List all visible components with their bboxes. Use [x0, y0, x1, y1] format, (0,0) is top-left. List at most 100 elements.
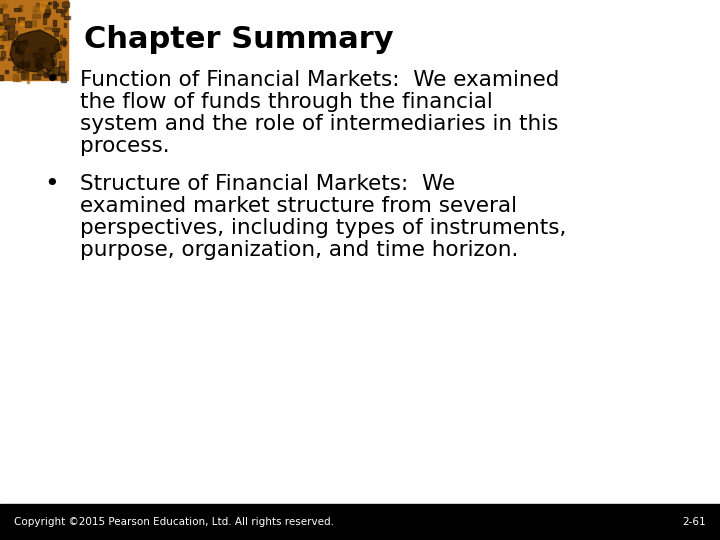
Text: Copyright ©2015 Pearson Education, Ltd. All rights reserved.: Copyright ©2015 Pearson Education, Ltd. …: [14, 517, 334, 527]
Bar: [32, 19, 36, 26]
Bar: [40, 3, 48, 10]
Bar: [19, 17, 24, 22]
Bar: [14, 8, 20, 11]
Bar: [54, 43, 61, 50]
Text: •: •: [45, 68, 59, 92]
Bar: [22, 49, 29, 53]
Bar: [0, 0, 68, 80]
Bar: [1, 5, 5, 9]
Bar: [55, 31, 58, 36]
Bar: [53, 1, 55, 9]
Bar: [40, 55, 45, 63]
Bar: [17, 62, 22, 68]
Bar: [58, 73, 65, 75]
Bar: [0, 26, 3, 33]
Text: Function of Financial Markets:  We examined: Function of Financial Markets: We examin…: [80, 70, 559, 90]
Bar: [63, 6, 67, 10]
Bar: [62, 2, 69, 7]
Text: •: •: [45, 172, 59, 196]
Bar: [33, 53, 40, 56]
Bar: [14, 75, 18, 81]
Bar: [0, 75, 3, 80]
Text: purpose, organization, and time horizon.: purpose, organization, and time horizon.: [80, 240, 518, 260]
Bar: [53, 28, 59, 31]
Bar: [0, 0, 4, 4]
Bar: [14, 66, 19, 70]
Bar: [5, 26, 9, 29]
Bar: [25, 22, 30, 26]
Bar: [22, 60, 30, 67]
Bar: [35, 57, 39, 64]
Bar: [53, 19, 55, 25]
Bar: [33, 55, 40, 57]
Bar: [27, 77, 30, 83]
Bar: [63, 10, 65, 14]
Bar: [7, 58, 12, 60]
Bar: [32, 72, 36, 77]
Bar: [7, 20, 14, 27]
Bar: [0, 57, 4, 59]
Bar: [39, 48, 43, 56]
Bar: [21, 53, 24, 58]
Bar: [18, 40, 24, 45]
Bar: [64, 23, 66, 28]
Bar: [33, 6, 40, 11]
Bar: [12, 49, 18, 56]
Text: system and the role of intermediaries in this: system and the role of intermediaries in…: [80, 114, 559, 134]
Bar: [0, 504, 720, 540]
Bar: [60, 35, 62, 42]
Bar: [59, 66, 64, 72]
Bar: [12, 40, 14, 44]
Bar: [53, 67, 58, 75]
Bar: [8, 32, 13, 39]
Bar: [45, 9, 50, 14]
Bar: [32, 10, 36, 16]
Bar: [32, 75, 40, 79]
Bar: [37, 51, 39, 57]
Bar: [0, 22, 6, 29]
Bar: [55, 3, 58, 6]
Bar: [0, 24, 2, 28]
Bar: [60, 41, 66, 44]
Bar: [14, 42, 18, 46]
Text: Chapter Summary: Chapter Summary: [84, 25, 394, 55]
Bar: [15, 48, 19, 53]
Bar: [36, 62, 42, 69]
Bar: [64, 1, 68, 6]
Bar: [9, 27, 15, 31]
Bar: [21, 71, 24, 79]
Bar: [34, 56, 40, 58]
Bar: [62, 71, 67, 74]
Text: process.: process.: [80, 136, 170, 156]
Bar: [24, 73, 28, 79]
Bar: [60, 40, 66, 47]
Bar: [1, 51, 5, 58]
Text: examined market structure from several: examined market structure from several: [80, 196, 517, 216]
Bar: [63, 16, 71, 18]
Bar: [0, 8, 2, 12]
Bar: [44, 13, 50, 16]
Bar: [44, 26, 51, 29]
Bar: [0, 45, 3, 48]
Bar: [38, 54, 44, 60]
Bar: [37, 52, 45, 55]
Bar: [32, 15, 40, 18]
Bar: [50, 53, 55, 57]
Bar: [17, 78, 21, 82]
Bar: [56, 9, 62, 11]
Bar: [10, 18, 14, 23]
Bar: [24, 58, 28, 62]
Bar: [23, 40, 27, 45]
Bar: [19, 51, 23, 54]
Bar: [63, 38, 65, 46]
Bar: [53, 43, 58, 49]
Bar: [5, 46, 7, 50]
Bar: [3, 15, 7, 21]
Bar: [36, 3, 44, 6]
Bar: [7, 18, 14, 24]
Bar: [42, 58, 49, 60]
Bar: [60, 61, 64, 68]
Bar: [7, 25, 14, 31]
Bar: [48, 2, 51, 4]
Bar: [37, 70, 44, 75]
